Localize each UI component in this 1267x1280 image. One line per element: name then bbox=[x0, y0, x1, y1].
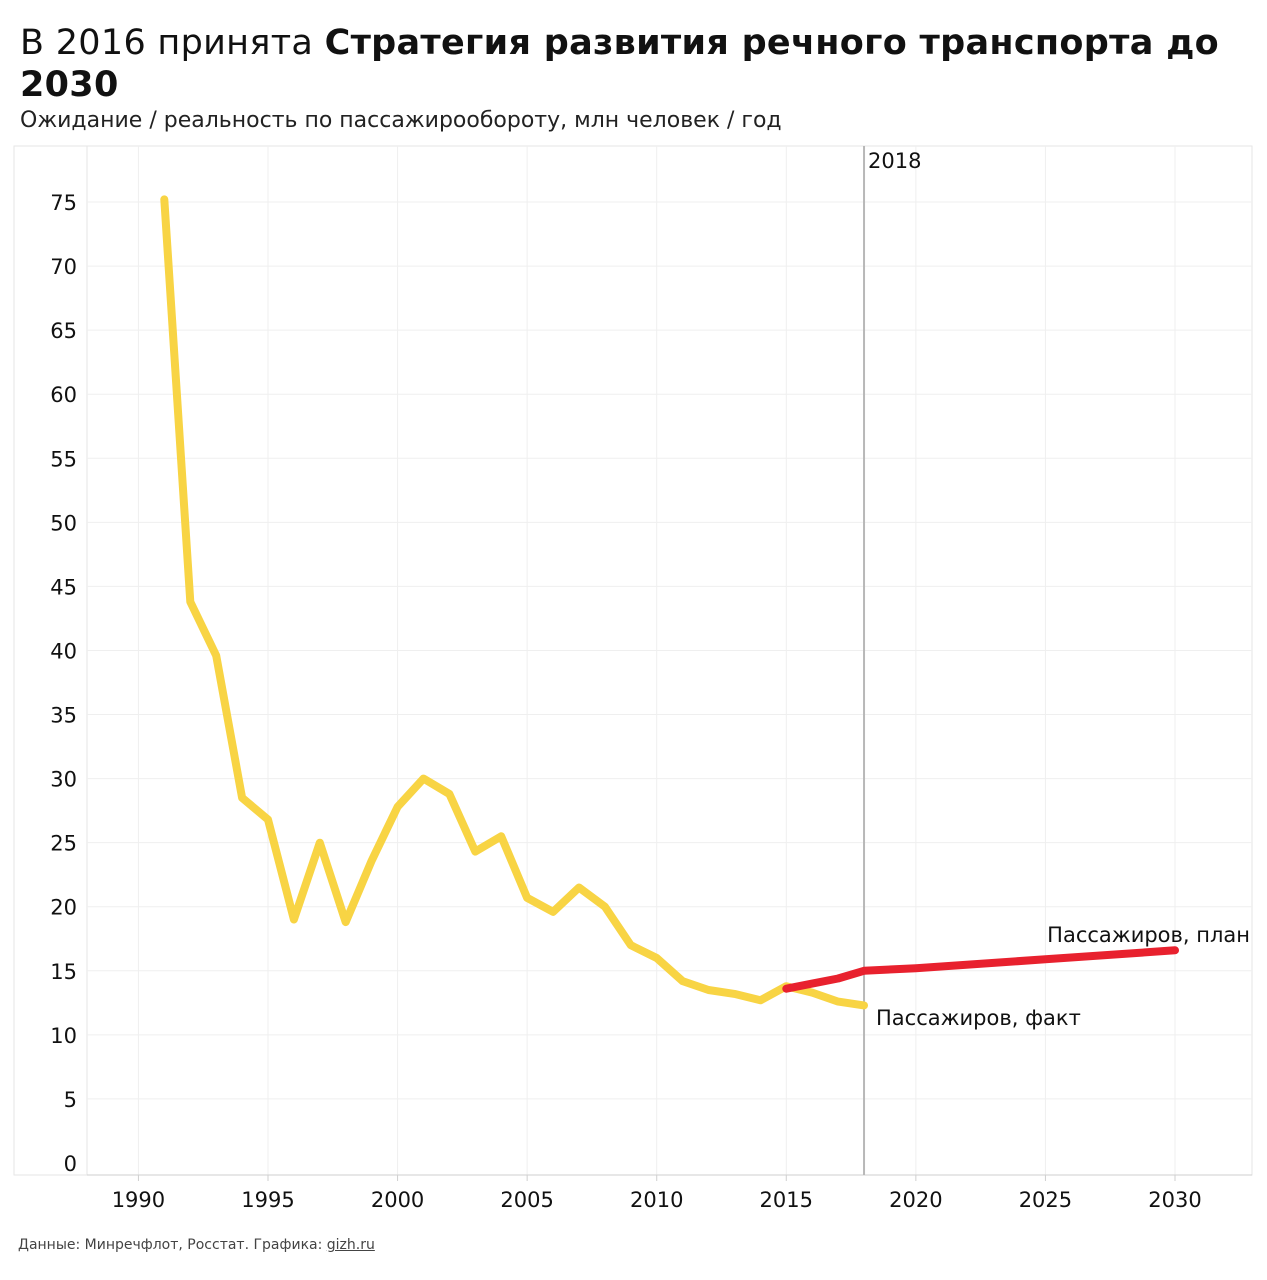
x-tick-label: 1990 bbox=[112, 1188, 165, 1212]
y-tick-label: 65 bbox=[50, 319, 77, 343]
source-link[interactable]: gizh.ru bbox=[326, 1237, 375, 1253]
y-tick-label: 35 bbox=[50, 704, 77, 728]
y-tick-label: 20 bbox=[50, 896, 77, 920]
y-tick-label: 5 bbox=[64, 1088, 77, 1112]
y-tick-label: 25 bbox=[50, 832, 77, 856]
series-label-fact: Пассажиров, факт bbox=[876, 1006, 1081, 1030]
x-tick-label: 1995 bbox=[241, 1188, 294, 1212]
series-line-plan bbox=[782, 946, 1179, 993]
y-tick-label: 55 bbox=[50, 447, 77, 471]
y-tick-label: 0 bbox=[64, 1152, 77, 1176]
x-tick-label: 2005 bbox=[500, 1188, 553, 1212]
source-text: Данные: Минречфлот, Росстат. Графика: bbox=[18, 1237, 327, 1253]
y-tick-label: 60 bbox=[50, 383, 77, 407]
source-credit: Данные: Минречфлот, Росстат. Графика: gi… bbox=[18, 1237, 375, 1253]
x-tick-label: 2015 bbox=[760, 1188, 813, 1212]
x-tick-label: 2025 bbox=[1019, 1188, 1072, 1212]
y-tick-label: 45 bbox=[50, 575, 77, 599]
title-emphasis: Стратегия развития речного транспорта до… bbox=[20, 23, 1220, 105]
reference-line-label: 2018 bbox=[868, 149, 921, 173]
title-lead: В 2016 принята bbox=[20, 23, 325, 63]
y-tick-label: 30 bbox=[50, 768, 77, 792]
y-tick-label: 15 bbox=[50, 960, 77, 984]
y-tick-label: 50 bbox=[50, 511, 77, 535]
x-tick-label: 2030 bbox=[1148, 1188, 1201, 1212]
y-tick-label: 10 bbox=[50, 1024, 77, 1048]
x-tick-label: 2020 bbox=[889, 1188, 942, 1212]
series-line-fact bbox=[160, 195, 868, 1010]
chart-title: В 2016 принята Стратегия развития речног… bbox=[20, 22, 1250, 106]
y-tick-label: 40 bbox=[50, 639, 77, 663]
chart-subtitle: Ожидание / реальность по пассажирооборот… bbox=[20, 108, 782, 133]
series-label-plan: Пассажиров, план bbox=[1047, 923, 1250, 947]
y-tick-label: 70 bbox=[50, 255, 77, 279]
y-tick-label: 75 bbox=[50, 191, 77, 215]
x-tick-label: 2000 bbox=[371, 1188, 424, 1212]
x-tick-label: 2010 bbox=[630, 1188, 683, 1212]
